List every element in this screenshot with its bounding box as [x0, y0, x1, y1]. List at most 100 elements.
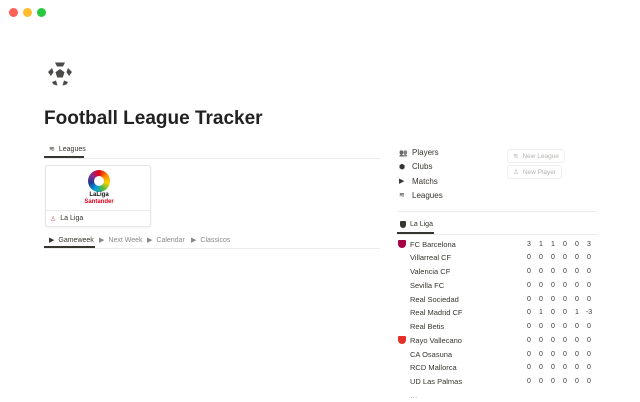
nav-label: Matchs — [412, 176, 438, 186]
stack-icon: ≋ — [513, 153, 519, 160]
stack-icon: ≋ — [399, 192, 405, 200]
nav-matchs[interactable]: ▶ Matchs — [399, 177, 438, 186]
person-icon: ♙ — [50, 216, 57, 223]
button-label: New League — [522, 152, 559, 160]
play-icon: ▶ — [147, 237, 153, 244]
team-stat: 0 — [587, 295, 591, 303]
team-stat: 0 — [527, 295, 531, 303]
team-stat: 0 — [539, 281, 543, 289]
soccer-ball-icon — [47, 61, 73, 87]
table-row[interactable]: FC Barcelona 3 1 1 0 0 3 — [397, 237, 597, 251]
team-stat: 0 — [563, 336, 567, 344]
team-stat: 0 — [551, 268, 555, 275]
nav-leagues[interactable]: ≋ Leagues — [399, 191, 443, 200]
team-stat: 0 — [527, 336, 531, 344]
team-stat: 0 — [587, 364, 591, 372]
team-stat: 0 — [563, 295, 567, 303]
league-name-text: La Liga — [60, 215, 84, 222]
team-name: Real Sociedad — [410, 294, 459, 304]
tab-label: Leagues — [58, 145, 86, 153]
nav-label: Clubs — [412, 162, 433, 172]
team-stat: 0 — [527, 350, 531, 358]
play-icon: ▶ — [191, 237, 197, 244]
team-stat: 0 — [551, 350, 555, 358]
stack-icon: ≋ — [49, 146, 55, 153]
play-icon: ▶ — [399, 178, 405, 186]
team-stat: 0 — [563, 254, 567, 262]
team-stat: 0 — [527, 309, 531, 317]
team-stat: 0 — [575, 281, 579, 289]
table-row[interactable]: Villarreal CF 0 0 0 0 0 0 — [397, 251, 597, 265]
new-player-button[interactable]: ♙ New Player — [507, 165, 563, 179]
team-stat: 0 — [575, 295, 579, 303]
team-stat: 0 — [587, 254, 591, 262]
team-stat: 0 — [551, 309, 555, 317]
team-stat: 1 — [539, 309, 543, 317]
team-name: FC Barcelona — [410, 239, 456, 249]
team-stat: 3 — [527, 240, 531, 248]
team-stat: 0 — [527, 268, 531, 275]
team-stat: 1 — [551, 240, 555, 248]
team-stat: 0 — [551, 281, 555, 289]
team-stat: 3 — [587, 240, 591, 248]
team-stat: 0 — [563, 364, 567, 372]
team-stat: 0 — [575, 240, 579, 248]
nav-clubs[interactable]: ⬢ Clubs — [399, 162, 432, 171]
team-stat: -3 — [585, 309, 593, 317]
tab-view-1[interactable]: ▶ Next Week — [99, 236, 143, 245]
team-stat: 0 — [575, 268, 579, 275]
new-league-button[interactable]: ≋ New League — [507, 149, 565, 163]
team-name: CA Osasuna — [410, 349, 453, 359]
team-stat: 0 — [539, 350, 543, 358]
table-row[interactable]: RCD Mallorca 0 0 0 0 0 0 — [397, 361, 597, 375]
table-row[interactable]: Real Sociedad 0 0 0 0 0 0 — [397, 292, 597, 306]
people-icon: 👥 — [399, 149, 408, 157]
minimize-window-button[interactable] — [23, 8, 32, 17]
team-stat: 0 — [587, 378, 591, 385]
team-stat: 0 — [575, 323, 579, 330]
team-name: UD Las Palmas — [410, 377, 463, 386]
close-window-button[interactable] — [9, 8, 18, 17]
table-row[interactable]: UD Las Palmas 0 0 0 0 0 0 — [397, 375, 597, 389]
team-name: Real Madrid CF — [410, 308, 463, 318]
team-stat: 0 — [539, 364, 543, 372]
team-stat: 0 — [575, 350, 579, 358]
page-title: Football League Tracker — [44, 108, 263, 129]
table-row[interactable]: Valencia CF 0 0 0 0 0 0 — [397, 265, 597, 279]
nav-label: Leagues — [412, 190, 443, 200]
maximize-window-button[interactable] — [37, 8, 46, 17]
tab-view-0[interactable]: ▶ Gameweek — [49, 236, 94, 245]
table-row[interactable]: Real Madrid CF 0 1 0 0 1 -3 — [397, 306, 597, 320]
tab-label: Calendar — [156, 236, 185, 244]
team-stat: 0 — [527, 378, 531, 385]
table-row[interactable]: Real Betis 0 0 0 0 0 0 — [397, 320, 597, 334]
play-icon: ▶ — [49, 237, 55, 244]
table-row[interactable]: CA Osasuna 0 0 0 0 0 0 — [397, 347, 597, 361]
tab-label: La Liga — [410, 221, 433, 228]
team-name: Real Betis — [410, 322, 445, 331]
tab-leagues[interactable]: ≋ Leagues — [49, 145, 86, 154]
nav-players[interactable]: 👥 Players — [399, 148, 439, 157]
tab-view-3[interactable]: ▶ Classicos — [191, 236, 230, 245]
table-row[interactable]: Sevilla FC 0 0 0 0 0 0 — [397, 278, 597, 292]
shield-icon: ⬢ — [399, 163, 406, 171]
team-stat: 0 — [551, 254, 555, 262]
team-stat: 0 — [527, 364, 531, 372]
team-stat: 0 — [587, 336, 591, 344]
team-stat: 0 — [527, 323, 531, 330]
nav-label: Players — [412, 148, 439, 157]
team-stat: 1 — [539, 240, 543, 248]
team-stat: 0 — [551, 336, 555, 344]
team-stat: 0 — [563, 281, 567, 289]
league-card-la-liga[interactable]: LaLiga Santander ♙ La Liga — [45, 165, 151, 227]
tab-la-liga[interactable]: La Liga — [400, 221, 433, 228]
team-stat: 0 — [551, 295, 555, 303]
table-row[interactable]: Rayo Vallecano 0 0 0 0 0 0 — [397, 333, 597, 347]
team-stat: 0 — [563, 268, 567, 275]
team-stat: 0 — [575, 336, 579, 344]
team-stat: 0 — [563, 240, 567, 248]
tab-view-2[interactable]: ▶ Calendar — [147, 236, 185, 245]
league-name: ♙ La Liga — [50, 215, 83, 223]
team-stat: 0 — [563, 378, 567, 385]
table-row-partial[interactable]: … — [410, 390, 418, 400]
